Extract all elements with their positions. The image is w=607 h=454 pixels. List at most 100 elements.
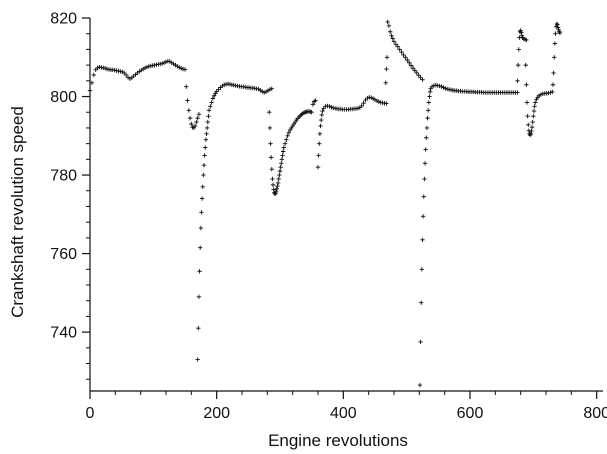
- data-point: [317, 141, 322, 146]
- data-point: [184, 84, 189, 89]
- data-point: [276, 176, 281, 182]
- y-tick-label: 820: [50, 11, 77, 28]
- data-point: [279, 157, 285, 162]
- data-point: [269, 166, 274, 172]
- data-point: [284, 137, 289, 142]
- data-point: [319, 112, 324, 118]
- data-point: [196, 294, 202, 299]
- data-point: [87, 88, 93, 93]
- data-point: [420, 237, 425, 243]
- data-point: [318, 123, 323, 129]
- data-point: [418, 339, 423, 345]
- data-point: [424, 135, 429, 140]
- data-point: [550, 82, 556, 87]
- data-point: [201, 163, 207, 168]
- data-point: [401, 52, 406, 58]
- data-point: [313, 98, 318, 103]
- data-point: [383, 80, 388, 85]
- data-point: [270, 176, 275, 182]
- data-point: [277, 168, 283, 174]
- data-point: [412, 68, 418, 73]
- x-tick-label: 800: [583, 405, 607, 422]
- data-point: [550, 89, 555, 95]
- data-point: [525, 113, 530, 119]
- data-point: [185, 98, 190, 103]
- data-point: [393, 42, 399, 47]
- x-tick-label: 0: [86, 405, 95, 422]
- data-point: [202, 153, 207, 158]
- data-point: [279, 161, 284, 166]
- data-point: [208, 104, 213, 109]
- data-point: [209, 100, 214, 105]
- data-point: [417, 382, 423, 388]
- data-point: [285, 133, 290, 138]
- data-point: [89, 80, 95, 85]
- data-point: [408, 63, 414, 68]
- data-point: [427, 89, 433, 95]
- y-tick-label: 780: [50, 168, 77, 185]
- data-point: [557, 30, 563, 36]
- data-point: [268, 155, 274, 160]
- data-point: [195, 357, 200, 362]
- y-axis-title: Crankshaft revolution speed: [8, 106, 27, 318]
- data-point: [531, 108, 537, 114]
- data-point: [196, 325, 201, 331]
- data-point: [197, 269, 202, 274]
- data-point: [310, 102, 316, 107]
- data-point: [389, 33, 394, 38]
- axes: 740 760 780 800 820 0 200 400 600 800: [50, 11, 607, 423]
- data-point: [196, 111, 202, 117]
- data-point: [274, 188, 279, 194]
- data-point: [91, 72, 96, 78]
- x-tick-label: 400: [330, 405, 357, 422]
- data-point: [554, 21, 559, 27]
- data-point: [384, 101, 389, 106]
- data-point: [423, 147, 428, 152]
- data-point: [405, 57, 410, 63]
- data-point: [317, 131, 323, 137]
- data-point: [186, 108, 191, 113]
- data-point: [315, 165, 321, 170]
- data-point: [407, 60, 412, 65]
- data-point: [206, 113, 211, 119]
- data-point: [552, 41, 558, 46]
- data-point: [275, 183, 280, 189]
- data-point: [203, 145, 208, 150]
- data-point: [199, 196, 205, 201]
- data-point: [552, 55, 557, 60]
- data-point: [528, 131, 533, 137]
- data-point: [267, 125, 273, 131]
- data-point: [270, 182, 276, 188]
- data-point: [318, 117, 324, 123]
- data-point: [526, 122, 531, 127]
- data-point: [203, 137, 209, 142]
- data-point: [206, 108, 212, 113]
- data-point: [123, 72, 129, 78]
- data-point: [192, 123, 198, 129]
- data-point: [187, 115, 193, 121]
- data-point: [426, 108, 431, 113]
- data-point: [388, 29, 393, 34]
- data-point: [516, 47, 521, 52]
- data-point: [386, 23, 392, 29]
- data-point: [272, 191, 278, 197]
- data-point: [523, 62, 528, 68]
- data-point: [416, 73, 421, 78]
- data-point: [426, 100, 432, 105]
- data-point: [278, 165, 283, 170]
- data-point: [391, 39, 397, 44]
- y-tick-label: 740: [50, 325, 77, 342]
- data-point: [204, 125, 210, 131]
- data-point: [201, 172, 206, 178]
- data-point: [519, 30, 524, 35]
- data-point: [414, 70, 419, 76]
- data-point: [399, 49, 404, 55]
- data-point: [211, 93, 217, 98]
- data-point: [195, 115, 200, 121]
- data-point: [397, 47, 402, 52]
- data-point: [524, 100, 530, 105]
- y-tick-label: 800: [50, 89, 77, 106]
- data-point: [384, 55, 390, 60]
